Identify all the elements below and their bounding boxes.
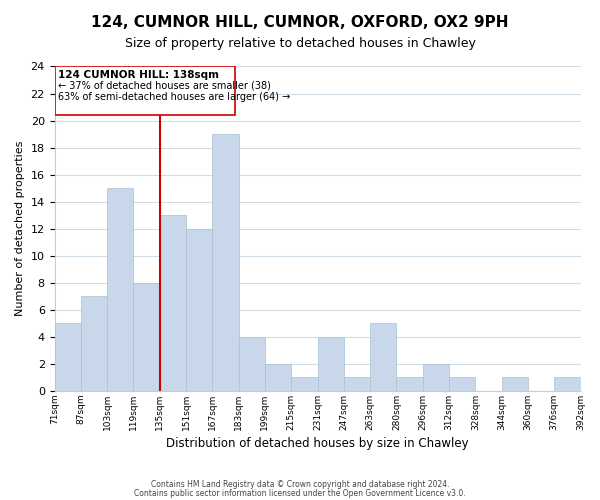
Bar [55,324,81,391]
Bar [423,364,449,391]
Bar [449,378,475,391]
Bar [344,378,370,391]
Bar [554,378,581,391]
Bar [370,324,397,391]
Text: Contains HM Land Registry data © Crown copyright and database right 2024.: Contains HM Land Registry data © Crown c… [151,480,449,489]
Bar [397,378,423,391]
Bar [317,337,344,391]
Bar [265,364,291,391]
Bar [160,215,186,391]
FancyBboxPatch shape [55,66,235,115]
Bar [239,337,265,391]
Bar [81,296,107,391]
Bar [107,188,133,391]
Bar [133,283,160,391]
X-axis label: Distribution of detached houses by size in Chawley: Distribution of detached houses by size … [166,437,469,450]
Bar [502,378,528,391]
Bar [212,134,239,391]
Text: 124, CUMNOR HILL, CUMNOR, OXFORD, OX2 9PH: 124, CUMNOR HILL, CUMNOR, OXFORD, OX2 9P… [91,15,509,30]
Text: Size of property relative to detached houses in Chawley: Size of property relative to detached ho… [125,38,475,51]
Text: Contains public sector information licensed under the Open Government Licence v3: Contains public sector information licen… [134,488,466,498]
Text: 63% of semi-detached houses are larger (64) →: 63% of semi-detached houses are larger (… [58,92,291,102]
Bar [186,228,212,391]
Text: ← 37% of detached houses are smaller (38): ← 37% of detached houses are smaller (38… [58,80,271,90]
Bar [291,378,317,391]
Text: 124 CUMNOR HILL: 138sqm: 124 CUMNOR HILL: 138sqm [58,70,220,81]
Y-axis label: Number of detached properties: Number of detached properties [15,141,25,316]
